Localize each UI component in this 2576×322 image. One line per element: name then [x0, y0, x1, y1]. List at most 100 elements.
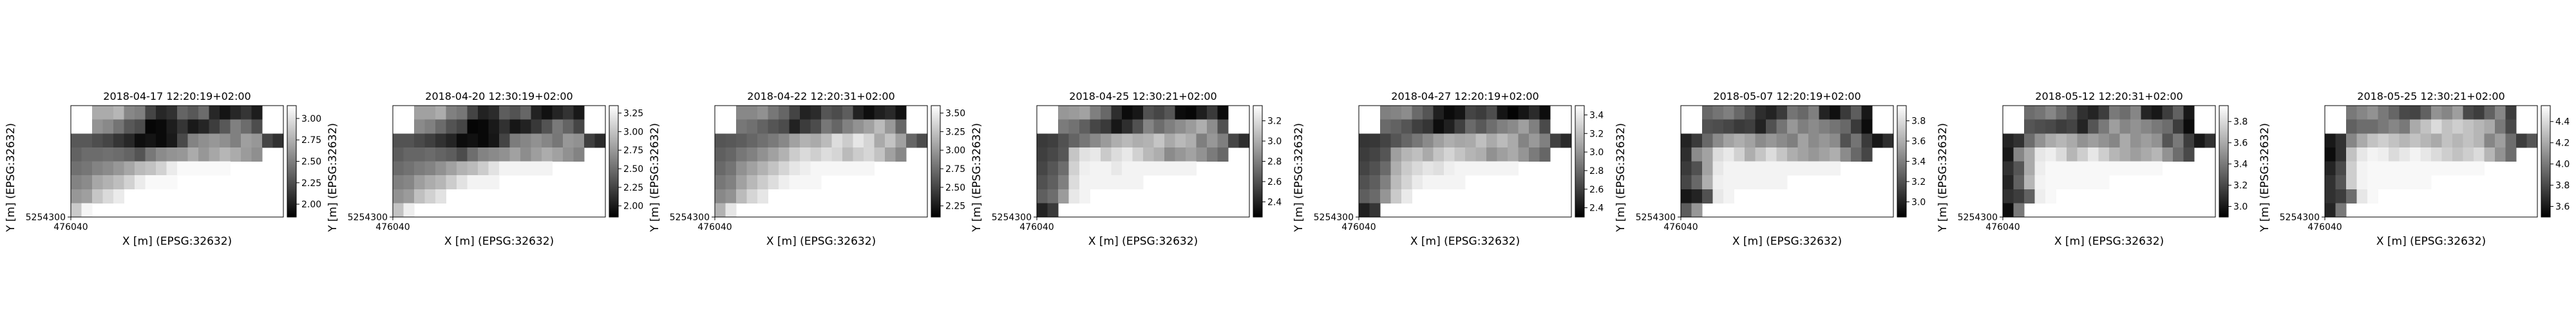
heatmap-cell [1164, 106, 1175, 120]
heatmap-cell [831, 106, 843, 120]
heatmap-cell [1132, 175, 1144, 190]
heatmap-cell [874, 147, 886, 162]
heatmap-cell [209, 119, 220, 134]
heatmap-cell [831, 161, 843, 176]
heatmap-cell [1186, 161, 1197, 176]
heatmap-cell [124, 147, 135, 162]
heatmap-cell [1830, 119, 1841, 134]
y-tick-label: 5254300 [992, 213, 1032, 223]
heatmap-cell [2119, 133, 2131, 148]
panel-title: 2018-04-22 12:20:31+02:00 [747, 90, 895, 102]
heatmap-cell [1745, 106, 1756, 120]
heatmap-cell [1797, 106, 1809, 120]
heatmap-cell [2389, 147, 2400, 162]
heatmap-cell [2463, 161, 2474, 176]
heatmap-cell [414, 119, 425, 134]
panel-title: 2018-04-27 12:20:19+02:00 [1391, 90, 1539, 102]
heatmap-cell [1508, 106, 1519, 120]
x-axis-label: X [m] (EPSG:32632) [122, 235, 232, 248]
heatmap-cell [488, 133, 500, 148]
heatmap-cell [1529, 106, 1540, 120]
heatmap-cell [1132, 106, 1144, 120]
heatmap-cell [1766, 133, 1777, 148]
heatmap-cell [1851, 133, 1862, 148]
heatmap-cell [1390, 161, 1402, 176]
heatmap-cell [1122, 133, 1133, 148]
heatmap-cell [102, 147, 114, 162]
heatmap-panel-7: 2018-05-12 12:20:31+02:00 476040 X [m] (EP… [1937, 90, 2248, 248]
y-axis-label: Y [m] (EPSG:32632) [327, 123, 339, 232]
y-axis-label: Y [m] (EPSG:32632) [1293, 123, 1305, 232]
heatmap-cell [2162, 147, 2174, 162]
heatmap-cell [2013, 147, 2025, 162]
heatmap-cell [2130, 133, 2141, 148]
heatmap-cell [746, 133, 758, 148]
heatmap-cell [209, 161, 220, 176]
heatmap-cell [1090, 133, 1101, 148]
heatmap-cell [1830, 106, 1841, 120]
heatmap-cell [2441, 106, 2453, 120]
x-tick-label: 476040 [2307, 222, 2342, 232]
heatmap-cell [1444, 106, 1455, 120]
heatmap-cell [1745, 161, 1756, 176]
heatmap-cell [2173, 133, 2184, 148]
heatmap-cell [1497, 119, 1508, 134]
heatmap-cell [1380, 133, 1391, 148]
heatmap-cell [424, 175, 436, 190]
colorbar-tick-label: 2.6 [1589, 185, 1604, 195]
colorbar-tick-label: 2.50 [945, 183, 965, 193]
heatmap-cell [1423, 133, 1434, 148]
heatmap-cell [499, 119, 510, 134]
heatmap-cell [1518, 133, 1530, 148]
heatmap-cell [768, 175, 779, 190]
heatmap-cell [715, 147, 726, 162]
heatmap-cell [499, 133, 510, 148]
heatmap-cell [1390, 189, 1402, 204]
heatmap-cell [156, 119, 167, 134]
colorbar-tick-label: 3.2 [2233, 181, 2248, 191]
heatmap-cell [251, 147, 263, 162]
heatmap-cell [113, 175, 124, 190]
heatmap-cell [2399, 106, 2410, 120]
heatmap-cell [1723, 119, 1734, 134]
heatmap-cell [2034, 133, 2046, 148]
heatmap-cell [92, 147, 103, 162]
heatmap-cell [725, 203, 737, 218]
heatmap-cell [2346, 119, 2357, 134]
heatmap-cell [2431, 106, 2442, 120]
heatmap-cell [2183, 133, 2195, 148]
heatmap-cell [1047, 147, 1059, 162]
colorbar [2541, 105, 2551, 218]
heatmap-cells [393, 106, 606, 218]
heatmap-cell [1068, 106, 1080, 120]
heatmap-cell [2474, 119, 2485, 134]
colorbar [1575, 105, 1585, 218]
heatmap-cell [874, 106, 886, 120]
heatmap-cell [414, 161, 425, 176]
heatmap-cell [715, 175, 726, 190]
heatmap-cell [821, 133, 832, 148]
heatmap-cell [768, 119, 779, 134]
heatmap-cell [2484, 133, 2496, 148]
heatmap-cell [1465, 161, 1476, 176]
heatmap-cell [71, 161, 82, 176]
panel-title: 2018-04-25 12:30:21+02:00 [1069, 90, 1217, 102]
heatmap-cell [842, 161, 853, 176]
y-tick-label: 5254300 [1314, 213, 1354, 223]
heatmap-cell [1486, 106, 1497, 120]
colorbar-tick-label: 3.00 [945, 146, 965, 156]
heatmap-cell [457, 147, 468, 162]
heatmap-cell [251, 106, 263, 120]
heatmap-cell [2505, 119, 2517, 134]
heatmap-cell [2013, 203, 2025, 218]
heatmap-cell [1529, 119, 1540, 134]
heatmap-cell [1079, 189, 1090, 204]
heatmap-cell [757, 133, 768, 148]
heatmap-cell [166, 147, 178, 162]
heatmap-cell [2346, 189, 2357, 204]
heatmap-cell [810, 119, 822, 134]
heatmap-cell [531, 133, 542, 148]
heatmap-cell [1111, 161, 1122, 176]
heatmap-cell [552, 147, 564, 162]
y-tick-label: 5254300 [26, 213, 66, 223]
